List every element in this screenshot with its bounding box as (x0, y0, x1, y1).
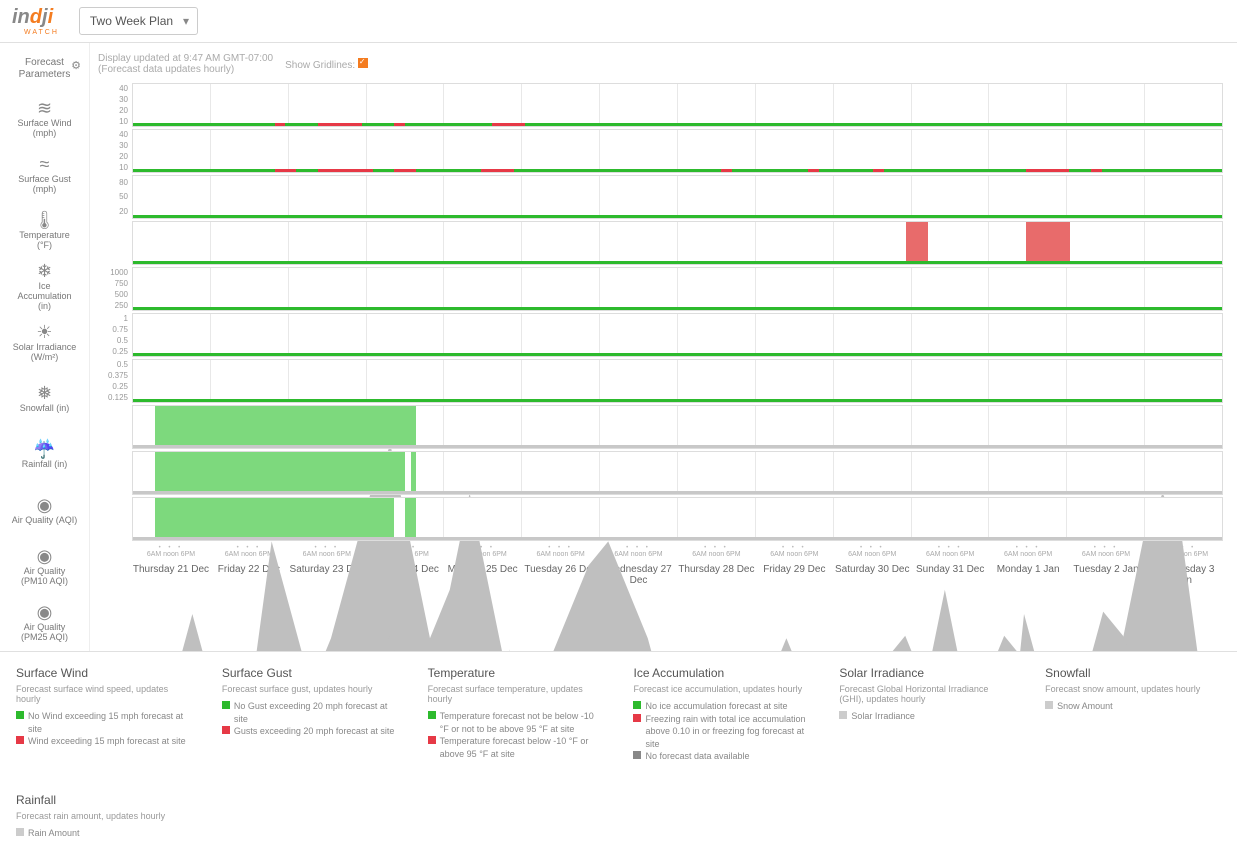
chart-area[interactable] (132, 359, 1223, 403)
y-axis: 0.50.3750.250.125 (98, 359, 132, 403)
temp-icon: 🌡 (33, 211, 56, 229)
y-axis (98, 497, 132, 541)
y-axis (98, 221, 132, 265)
legend-group: Solar IrradianceForecast Global Horizont… (839, 666, 1015, 763)
chart-temperature: 805020 (98, 175, 1223, 219)
chart-surface-gust: 40302010 (98, 129, 1223, 173)
main-panel: Display updated at 9:47 AM GMT-07:00 (Fo… (90, 43, 1237, 651)
y-axis: 805020 (98, 175, 132, 219)
param-label: Temperature (°F) (19, 231, 70, 251)
legend-group: SnowfallForecast snow amount, updates ho… (1045, 666, 1221, 763)
param-pm25[interactable]: ◉ Air Quality (PM25 AQI) (0, 595, 89, 651)
chart-snowfall: 10.750.50.25 (98, 313, 1223, 357)
snow-icon: ❅ (37, 384, 52, 402)
aqi-icon: ◉ (37, 603, 53, 621)
y-axis (98, 405, 132, 449)
chart-surface-wind: 40302010 (98, 83, 1223, 127)
chart-solar: 1000750500250 (98, 267, 1223, 311)
chart-ice (98, 221, 1223, 265)
ice-icon: ❄ (37, 262, 52, 280)
update-info: Display updated at 9:47 AM GMT-07:00 (Fo… (98, 53, 1223, 75)
y-axis: 1000750500250 (98, 267, 132, 311)
aqi-icon: ◉ (37, 547, 53, 565)
param-header: Forecast Parameters ⚙ (0, 53, 89, 91)
param-label: Surface Gust (mph) (18, 175, 71, 195)
param-label: Air Quality (AQI) (12, 516, 78, 526)
legend-group: Surface WindForecast surface wind speed,… (16, 666, 192, 763)
chart-area[interactable] (132, 451, 1223, 495)
gust-icon: ≈ (40, 155, 50, 173)
aqi-icon: ◉ (37, 496, 53, 514)
legend: Surface WindForecast surface wind speed,… (0, 651, 1237, 854)
legend-group: Surface GustForecast surface gust, updat… (222, 666, 398, 763)
y-axis (98, 451, 132, 495)
param-aqi[interactable]: ◉ Air Quality (AQI) (0, 483, 89, 539)
plan-dropdown[interactable]: Two Week Plan (79, 7, 198, 35)
param-surface-gust[interactable]: ≈ Surface Gust (mph) (0, 147, 89, 203)
chart-rainfall: 0.50.3750.250.125 (98, 359, 1223, 403)
chart-area[interactable] (132, 497, 1223, 541)
chart-area[interactable] (132, 221, 1223, 265)
param-temperature[interactable]: 🌡 Temperature (°F) (0, 203, 89, 259)
param-rainfall[interactable]: ☔ Rainfall (in) (0, 427, 89, 483)
gridlines-checkbox[interactable] (358, 58, 368, 68)
chart-area[interactable] (132, 175, 1223, 219)
param-solar[interactable]: ☀ Solar Irradiance (W/m²) (0, 315, 89, 371)
chart-aqi (98, 405, 1223, 449)
y-axis: 40302010 (98, 83, 132, 127)
param-label: Air Quality (PM25 AQI) (21, 623, 68, 643)
legend-group: RainfallForecast rain amount, updates ho… (16, 793, 1221, 840)
param-snowfall[interactable]: ❅ Snowfall (in) (0, 371, 89, 427)
chart-pm25 (98, 497, 1223, 541)
param-label: Air Quality (PM10 AQI) (21, 567, 68, 587)
legend-group: Ice AccumulationForecast ice accumulatio… (633, 666, 809, 763)
y-axis: 10.750.50.25 (98, 313, 132, 357)
chart-area[interactable] (132, 405, 1223, 449)
sidebar: Forecast Parameters ⚙ ≋ Surface Wind (mph… (0, 43, 90, 651)
y-axis: 40302010 (98, 129, 132, 173)
param-pm10[interactable]: ◉ Air Quality (PM10 AQI) (0, 539, 89, 595)
param-surface-wind[interactable]: ≋ Surface Wind (mph) (0, 91, 89, 147)
solar-icon: ☀ (36, 323, 52, 341)
filter-icon[interactable]: ⚙ (71, 59, 81, 72)
rain-icon: ☔ (33, 440, 55, 458)
chart-pm10 (98, 451, 1223, 495)
chart-area[interactable] (132, 83, 1223, 127)
chart-area[interactable] (132, 267, 1223, 311)
param-ice[interactable]: ❄ Ice Accumulation (in) (0, 259, 89, 315)
param-label: Snowfall (in) (20, 404, 70, 414)
param-label: Ice Accumulation (in) (17, 282, 71, 312)
chart-area[interactable] (132, 313, 1223, 357)
param-label: Surface Wind (mph) (17, 119, 71, 139)
logo: indji WATCH (12, 6, 59, 36)
legend-group: TemperatureForecast surface temperature,… (428, 666, 604, 763)
param-label: Rainfall (in) (22, 460, 68, 470)
chart-area[interactable] (132, 129, 1223, 173)
param-label: Solar Irradiance (W/m²) (13, 343, 77, 363)
wind-icon: ≋ (37, 99, 52, 117)
app-header: indji WATCH Two Week Plan (0, 0, 1237, 43)
